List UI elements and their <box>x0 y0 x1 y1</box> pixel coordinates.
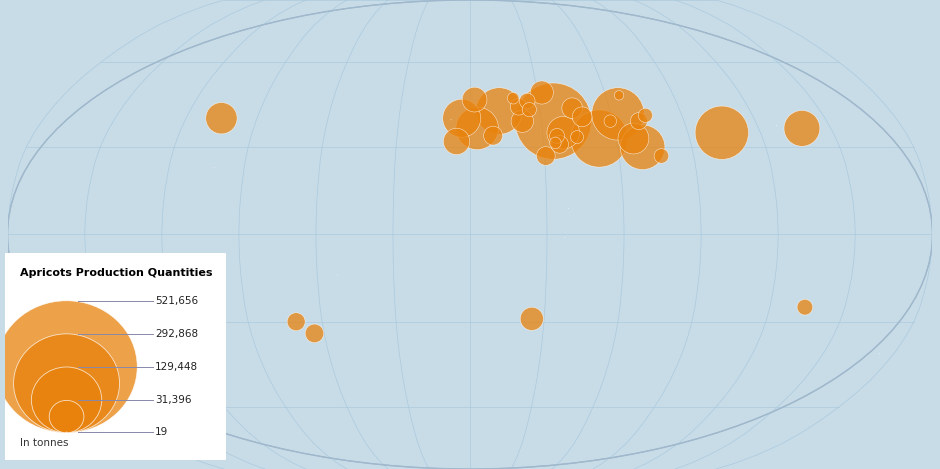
Circle shape <box>591 88 644 140</box>
Circle shape <box>462 87 487 112</box>
Circle shape <box>206 103 237 134</box>
Text: In tonnes: In tonnes <box>20 438 69 448</box>
FancyBboxPatch shape <box>3 251 227 461</box>
Ellipse shape <box>8 0 932 469</box>
Circle shape <box>444 129 470 155</box>
Circle shape <box>508 92 519 104</box>
Circle shape <box>510 98 527 115</box>
Circle shape <box>562 98 583 119</box>
Circle shape <box>443 99 480 137</box>
Circle shape <box>620 125 665 170</box>
Circle shape <box>550 137 561 149</box>
Circle shape <box>638 108 652 122</box>
Circle shape <box>572 107 592 127</box>
Text: 292,868: 292,868 <box>155 329 198 339</box>
Text: 129,448: 129,448 <box>155 362 198 372</box>
Circle shape <box>476 88 523 135</box>
Circle shape <box>631 113 648 129</box>
Circle shape <box>550 129 565 144</box>
Circle shape <box>523 103 537 117</box>
Circle shape <box>0 301 137 433</box>
Circle shape <box>537 147 556 166</box>
Circle shape <box>49 401 84 433</box>
Circle shape <box>511 110 534 132</box>
Circle shape <box>530 81 554 104</box>
Circle shape <box>618 123 649 154</box>
Circle shape <box>515 83 591 159</box>
Circle shape <box>306 324 323 343</box>
Text: 521,656: 521,656 <box>155 296 198 306</box>
Circle shape <box>696 106 748 159</box>
Circle shape <box>615 91 624 100</box>
Circle shape <box>571 131 584 144</box>
Text: 19: 19 <box>155 427 168 437</box>
Circle shape <box>551 136 569 153</box>
Circle shape <box>13 334 119 433</box>
Circle shape <box>547 116 579 149</box>
Circle shape <box>784 111 820 146</box>
Text: 31,396: 31,396 <box>155 395 192 405</box>
Text: Apricots Production Quantities: Apricots Production Quantities <box>20 268 212 278</box>
Circle shape <box>520 93 535 109</box>
Circle shape <box>654 149 668 163</box>
Circle shape <box>456 107 498 150</box>
Circle shape <box>287 313 306 331</box>
Circle shape <box>797 299 813 315</box>
Circle shape <box>484 126 503 145</box>
Circle shape <box>571 110 628 167</box>
Circle shape <box>604 115 617 128</box>
Circle shape <box>31 367 102 433</box>
Circle shape <box>520 307 543 330</box>
